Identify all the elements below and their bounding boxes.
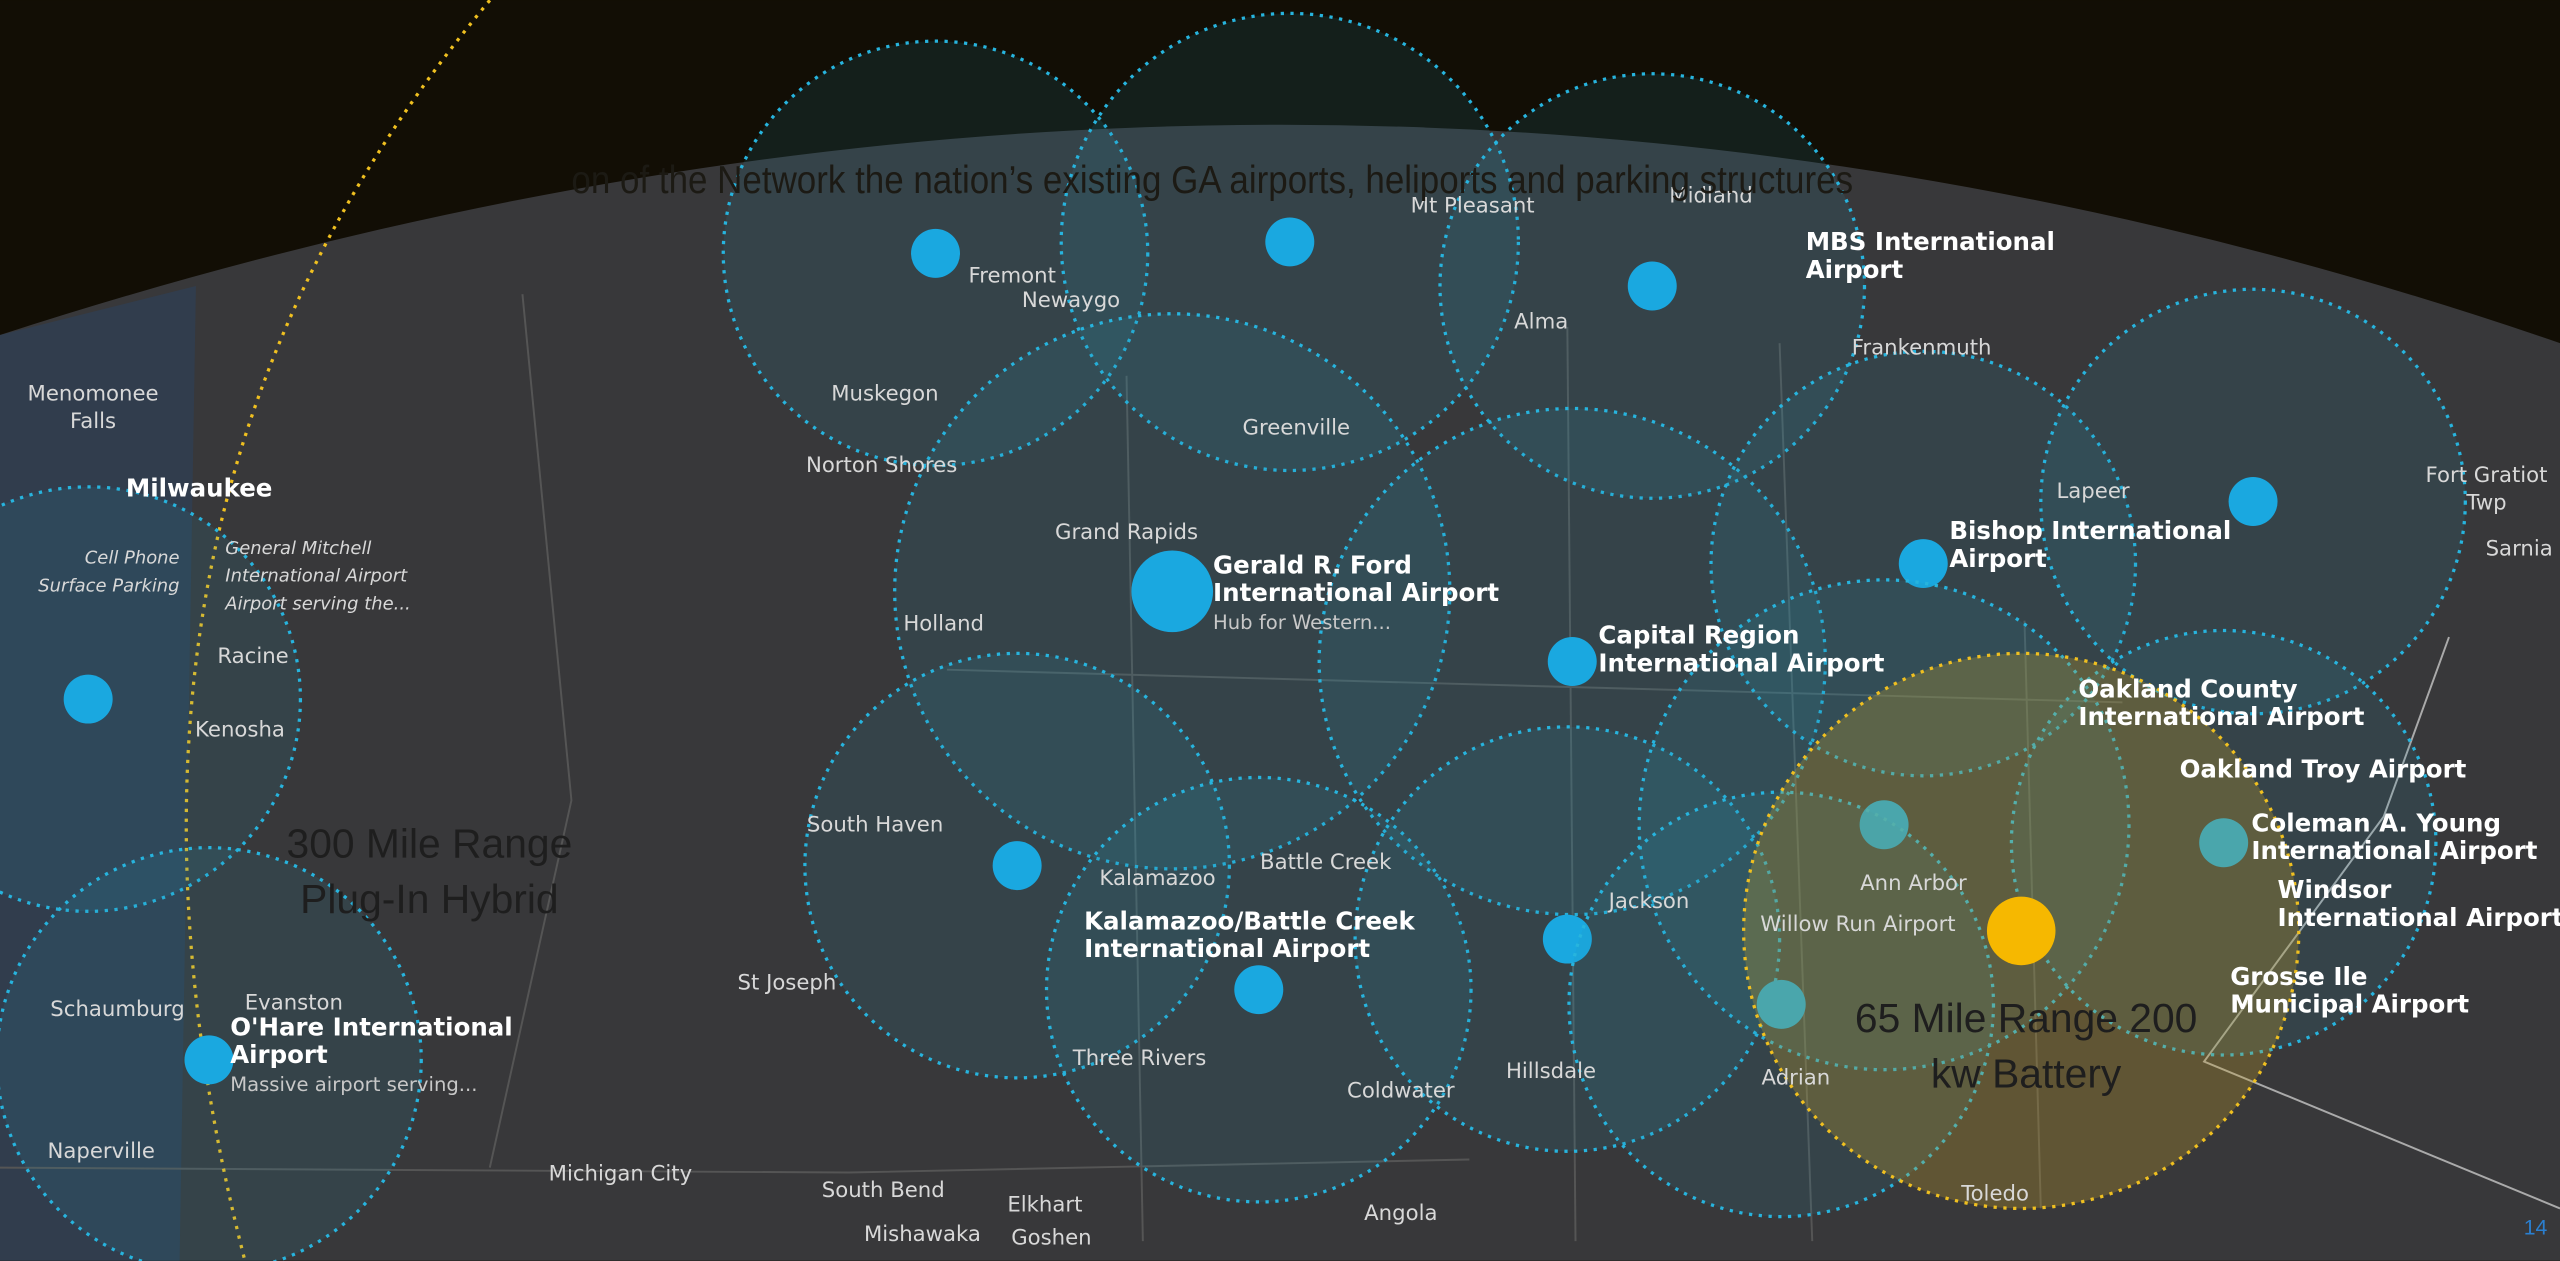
- airport-label: International Airport: [2078, 702, 2364, 731]
- range-callout: 300 Mile Range: [287, 820, 573, 866]
- place-label: Frankenmuth: [1852, 336, 1992, 361]
- airport-label: Bishop International: [1949, 516, 2231, 545]
- airport-label: Windsor: [2278, 875, 2392, 904]
- place-label: Cell Phone: [85, 548, 180, 569]
- place-label: Fort Gratiot: [2426, 463, 2548, 488]
- place-label: Surface Parking: [38, 575, 179, 596]
- place-label: Holland: [903, 612, 984, 637]
- place-label: Hillsdale: [1506, 1059, 1596, 1084]
- place-label: Newaygo: [1022, 288, 1120, 313]
- page: Menomonee Falls Milwaukee Racine Kenosha Cell…: [0, 0, 2560, 1261]
- place-label: Menomonee: [28, 381, 159, 406]
- airport-label: Oakland County: [2078, 674, 2297, 703]
- place-label: Falls: [70, 409, 116, 434]
- place-label: Michigan City: [549, 1162, 692, 1187]
- site-dot: [1628, 262, 1677, 311]
- place-label: Milwaukee: [126, 474, 272, 503]
- airport-label: Capital Region: [1598, 621, 1799, 650]
- airport-label: MBS International: [1806, 227, 2055, 256]
- place-label: Toledo: [1960, 1181, 2029, 1206]
- airport-label: Grosse Ile: [2230, 962, 2367, 991]
- place-label: Muskegon: [831, 381, 938, 406]
- place-label: South Haven: [807, 812, 943, 837]
- range-callout: kw Battery: [1931, 1051, 2122, 1097]
- place-label: South Bend: [822, 1178, 945, 1203]
- airport-label: Gerald R. Ford: [1213, 550, 1412, 579]
- place-label: Three Rivers: [1072, 1046, 1207, 1071]
- place-label: Schaumburg: [50, 997, 184, 1022]
- site-dot: [1548, 637, 1597, 686]
- place-label: Naperville: [48, 1139, 155, 1164]
- airport-label: Airport: [1806, 255, 1904, 284]
- place-label: General Mitchell: [225, 538, 371, 559]
- site-dot: [1234, 965, 1283, 1014]
- site-dot: [184, 1035, 233, 1084]
- site-dot: [911, 229, 960, 278]
- airport-label: Airport: [230, 1040, 328, 1069]
- place-label: Willow Run Airport: [1760, 912, 1955, 937]
- place-label: Fremont: [969, 264, 1056, 289]
- airport-label: Massive airport serving...: [230, 1073, 477, 1096]
- airport-label: International Airport: [1598, 648, 1884, 677]
- place-label: Kalamazoo: [1099, 866, 1215, 891]
- place-label: Adrian: [1762, 1065, 1831, 1090]
- place-label: Goshen: [1011, 1225, 1091, 1250]
- airport-label: International Airport: [2251, 836, 2537, 865]
- airport-label: Hub for Western...: [1213, 611, 1391, 634]
- place-label: Coldwater: [1347, 1078, 1455, 1103]
- place-label: Racine: [217, 644, 288, 669]
- site-dot: [993, 841, 1042, 890]
- place-label: International Airport: [225, 566, 408, 587]
- site-dot: [1131, 551, 1213, 633]
- place-label: Airport serving the...: [224, 593, 410, 614]
- site-dot: [1265, 217, 1314, 266]
- place-label: Alma: [1514, 309, 1568, 334]
- range-callout: Plug-In Hybrid: [300, 876, 558, 922]
- place-label: St Joseph: [738, 971, 837, 996]
- place-label: Battle Creek: [1260, 850, 1392, 875]
- range-callout: 65 Mile Range 200: [1855, 995, 2197, 1041]
- place-label: Elkhart: [1007, 1193, 1082, 1218]
- site-dot: [64, 675, 113, 724]
- place-label: Norton Shores: [806, 453, 957, 478]
- place-label: Greenville: [1243, 416, 1351, 441]
- airport-label: Oakland Troy Airport: [2180, 754, 2467, 783]
- airport-label: Kalamazoo/Battle Creek: [1084, 906, 1415, 935]
- slide: Menomonee Falls Milwaukee Racine Kenosha Cell…: [0, 0, 2560, 1261]
- place-label: Ann Arbor: [1860, 871, 1967, 896]
- page-number: 14: [2524, 1217, 2548, 1240]
- slide-title: on of the Network the nation’s existing …: [571, 159, 1853, 202]
- place-label: Twp: [2465, 491, 2506, 516]
- place-label: Kenosha: [195, 718, 285, 743]
- airport-label: International Airport: [2278, 903, 2560, 932]
- place-label: Sarnia: [2486, 536, 2553, 561]
- place-label: Lapeer: [2056, 479, 2129, 504]
- airport-label: Coleman A. Young: [2251, 808, 2501, 837]
- airport-label: Municipal Airport: [2230, 990, 2469, 1019]
- site-dot: [2229, 477, 2278, 526]
- airport-label: Airport: [1949, 544, 2047, 573]
- place-label: Angola: [1364, 1201, 1437, 1226]
- airport-label: International Airport: [1084, 934, 1370, 963]
- airport-label: O'Hare International: [230, 1012, 513, 1041]
- place-label: Jackson: [1607, 889, 1690, 914]
- airport-label: International Airport: [1213, 578, 1499, 607]
- place-label: Grand Rapids: [1055, 520, 1198, 545]
- battery-site-dot: [1987, 897, 2056, 966]
- place-label: Mishawaka: [864, 1222, 981, 1247]
